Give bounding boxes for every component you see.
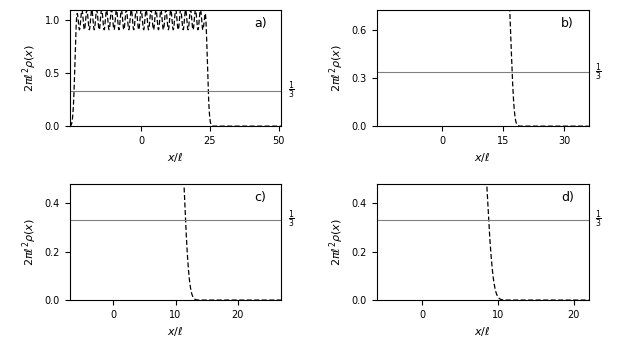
Text: c): c) [254,191,266,204]
Y-axis label: $2\pi\ell^2\rho(x)$: $2\pi\ell^2\rho(x)$ [20,44,39,92]
X-axis label: $x/\ell$: $x/\ell$ [167,325,184,338]
Text: $\frac{1}{3}$: $\frac{1}{3}$ [595,62,602,83]
Text: $\frac{1}{3}$: $\frac{1}{3}$ [288,80,295,102]
X-axis label: $x/\ell$: $x/\ell$ [475,325,491,338]
Text: $\frac{1}{3}$: $\frac{1}{3}$ [595,209,602,230]
Text: a): a) [254,17,266,30]
Y-axis label: $2\pi\ell^2\rho(x)$: $2\pi\ell^2\rho(x)$ [327,218,346,266]
Text: d): d) [561,191,574,204]
Text: $\frac{1}{3}$: $\frac{1}{3}$ [288,209,295,230]
X-axis label: $x/\ell$: $x/\ell$ [475,151,491,164]
Y-axis label: $2\pi\ell^2\rho(x)$: $2\pi\ell^2\rho(x)$ [20,218,39,266]
Y-axis label: $2\pi\ell^2\rho(x)$: $2\pi\ell^2\rho(x)$ [328,44,346,92]
X-axis label: $x/\ell$: $x/\ell$ [167,151,184,164]
Text: b): b) [561,17,574,30]
